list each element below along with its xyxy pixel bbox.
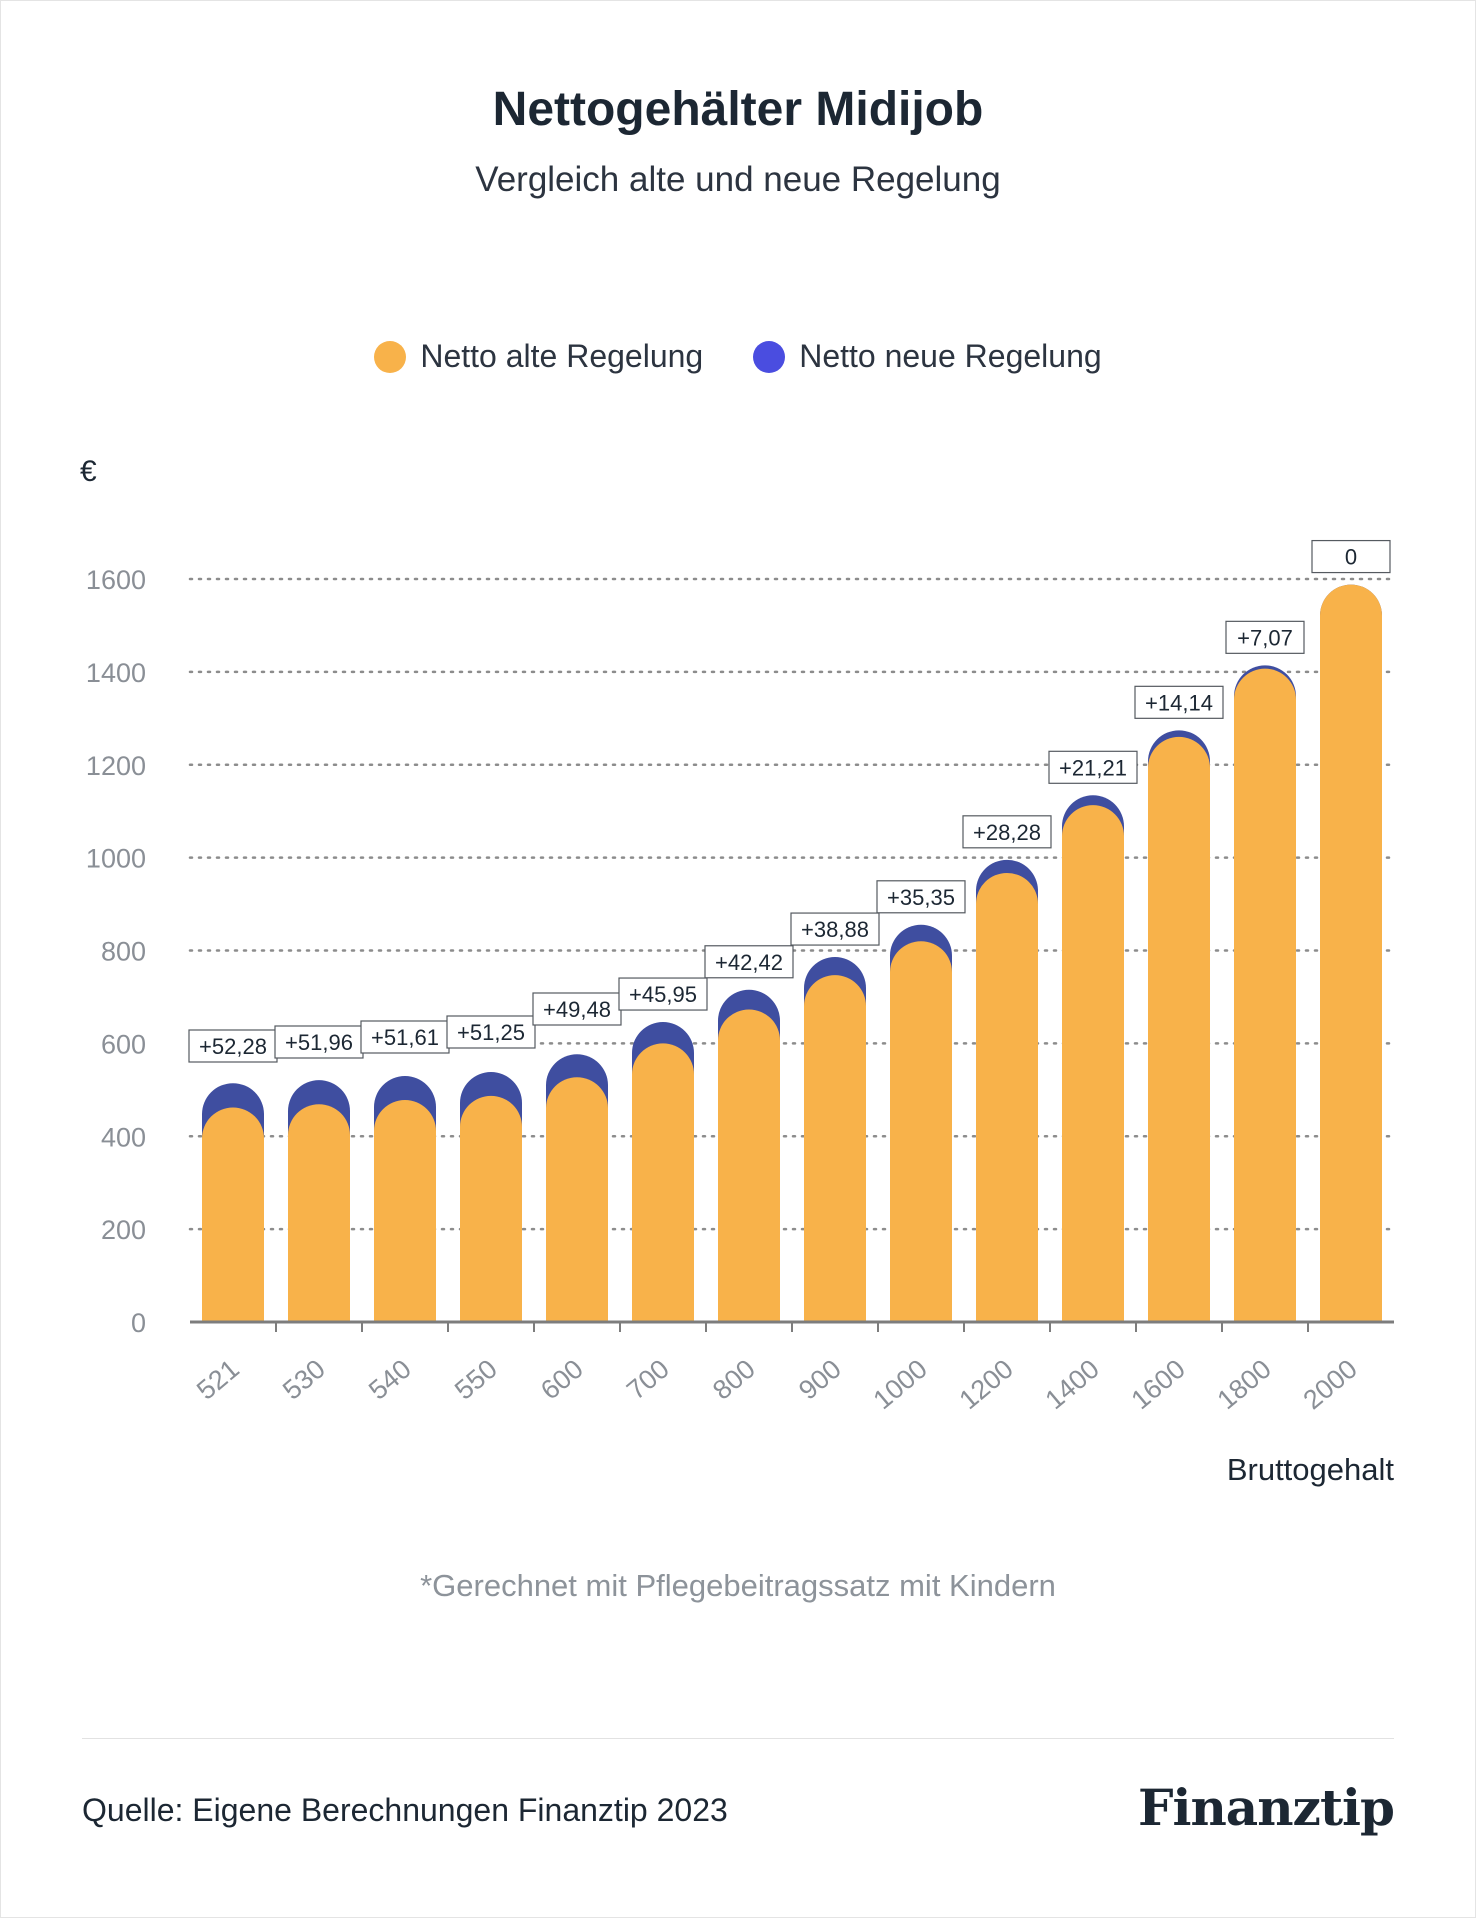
data-label: +21,21 bbox=[1059, 755, 1127, 780]
x-tick-label: 1000 bbox=[868, 1354, 933, 1416]
data-label: 0 bbox=[1345, 545, 1357, 570]
chart-title: Nettogehälter Midijob bbox=[492, 83, 984, 136]
y-tick-label: 1600 bbox=[86, 565, 146, 595]
footnote: *Gerechnet mit Pflegebeitragssatz mit Ki… bbox=[420, 1568, 1056, 1603]
bar-old-2000 bbox=[1319, 584, 1382, 1322]
x-tick-label: 800 bbox=[707, 1354, 761, 1406]
data-label-box bbox=[962, 815, 1052, 849]
y-tick-label: 1200 bbox=[86, 751, 146, 781]
x-tick-label: 600 bbox=[535, 1354, 589, 1406]
data-label-box bbox=[1225, 620, 1305, 654]
y-tick-label: 400 bbox=[101, 1122, 146, 1152]
data-label: +52,28 bbox=[199, 1034, 267, 1059]
bar-old-540 bbox=[374, 1100, 436, 1322]
x-tick-label: 2000 bbox=[1298, 1354, 1363, 1416]
x-tick-label: 900 bbox=[793, 1354, 847, 1406]
legend-dot-new bbox=[753, 340, 786, 373]
data-label: +28,28 bbox=[973, 820, 1041, 845]
x-tick-label: 1600 bbox=[1126, 1354, 1191, 1416]
data-label-box bbox=[1048, 750, 1138, 784]
x-tick-label: 530 bbox=[277, 1354, 331, 1406]
bar-old-700 bbox=[632, 1043, 694, 1322]
legend-item-new: Netto neue Regelung bbox=[753, 338, 1102, 375]
bar-old-530 bbox=[288, 1104, 350, 1322]
y-tick-label: 1400 bbox=[86, 658, 146, 688]
data-label: +35,35 bbox=[887, 885, 955, 910]
bar-old-550 bbox=[460, 1095, 522, 1322]
data-label-box bbox=[618, 977, 708, 1011]
data-label-box bbox=[274, 1025, 364, 1059]
data-label: +51,61 bbox=[371, 1025, 439, 1050]
bar-old-900 bbox=[804, 975, 866, 1322]
data-label: +42,42 bbox=[715, 950, 783, 975]
x-tick-label: 700 bbox=[621, 1354, 675, 1406]
x-axis-label: Bruttogehalt bbox=[1226, 1452, 1394, 1487]
data-label-box bbox=[188, 1029, 278, 1063]
data-label-box bbox=[704, 945, 794, 979]
y-tick-label: 600 bbox=[101, 1029, 146, 1059]
y-tick-label: 1000 bbox=[86, 844, 146, 874]
data-label: +45,95 bbox=[629, 982, 697, 1007]
footer-divider bbox=[82, 1738, 1394, 1739]
finanztip-logo: Finanztip bbox=[1137, 1778, 1395, 1837]
y-axis-unit: € bbox=[80, 455, 97, 488]
data-label-box bbox=[1311, 539, 1391, 574]
bar-old-1000 bbox=[890, 941, 952, 1322]
data-label-box bbox=[876, 880, 966, 914]
bar-old-1200 bbox=[976, 872, 1038, 1322]
y-tick-label: 800 bbox=[101, 937, 146, 967]
bar-old-1400 bbox=[1062, 805, 1124, 1322]
x-tick-label: 521 bbox=[191, 1354, 245, 1406]
bar-old-600 bbox=[546, 1077, 608, 1322]
legend-dot-old bbox=[374, 340, 407, 373]
source-text: Quelle: Eigene Berechnungen Finanztip 20… bbox=[82, 1792, 728, 1828]
data-label: +7,07 bbox=[1237, 625, 1293, 650]
data-label: +49,48 bbox=[543, 997, 611, 1022]
y-tick-label: 0 bbox=[131, 1308, 146, 1338]
data-label: +14,14 bbox=[1145, 690, 1213, 715]
bar-old-800 bbox=[718, 1009, 780, 1322]
bar-old-521 bbox=[202, 1107, 264, 1322]
data-label-box bbox=[446, 1015, 536, 1049]
data-label-box bbox=[532, 992, 622, 1026]
legend: Netto alte Regelung Netto neue Regelung bbox=[0, 338, 1476, 375]
legend-item-old: Netto alte Regelung bbox=[374, 338, 703, 375]
x-tick-label: 1200 bbox=[954, 1354, 1019, 1416]
data-label: +38,88 bbox=[801, 917, 869, 942]
data-label-box bbox=[360, 1020, 450, 1054]
legend-label-new: Netto neue Regelung bbox=[799, 338, 1102, 374]
data-label: +51,96 bbox=[285, 1030, 353, 1055]
data-label-box bbox=[1134, 685, 1224, 719]
bar-old-1800 bbox=[1234, 668, 1296, 1322]
data-label: +51,25 bbox=[457, 1020, 525, 1045]
y-tick-label: 200 bbox=[101, 1215, 146, 1245]
x-tick-label: 540 bbox=[363, 1354, 417, 1406]
bar-old-1600 bbox=[1148, 736, 1210, 1322]
x-tick-label: 550 bbox=[449, 1354, 503, 1406]
x-tick-label: 1800 bbox=[1212, 1354, 1277, 1416]
data-label-box bbox=[790, 912, 880, 946]
legend-label-old: Netto alte Regelung bbox=[420, 338, 704, 374]
x-tick-label: 1400 bbox=[1040, 1354, 1105, 1416]
chart-subtitle: Vergleich alte und neue Regelung bbox=[475, 160, 1001, 199]
